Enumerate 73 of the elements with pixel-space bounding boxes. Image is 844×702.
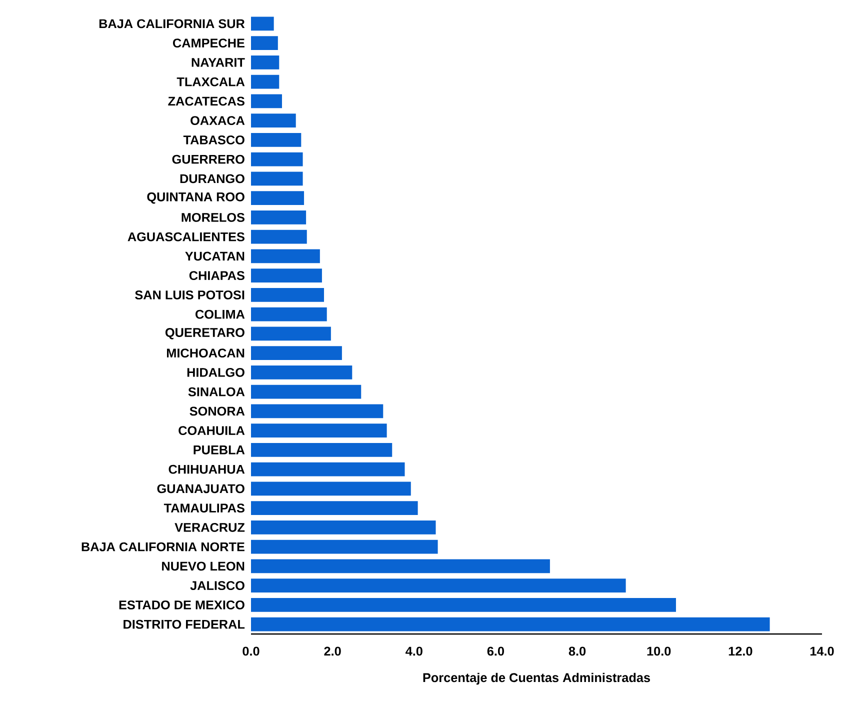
y-tick-label: COLIMA (196, 310, 245, 319)
y-tick-label: MICHOACAN (167, 348, 244, 358)
y-tick-label: NUEVO LEON (162, 562, 244, 571)
y-tick-label: DISTRITO FEDERAL (124, 620, 245, 629)
bar (251, 404, 384, 418)
y-tick-label: HIDALGO (187, 368, 244, 377)
bar (251, 74, 280, 89)
x-axis-title: Porcentaje de Cuentas Administradas (423, 672, 650, 685)
x-tick-label: 10.0 (647, 646, 671, 656)
x-tick-label: 0.0 (242, 646, 260, 656)
bar (251, 230, 307, 244)
y-tick-label: CHIHUAHUA (168, 464, 245, 474)
y-tick-label: AGUASCALIENTES (128, 232, 244, 242)
y-tick-label: YUCATAN (185, 252, 244, 261)
bar (251, 132, 302, 147)
bar (251, 617, 770, 632)
y-tick-label: NAYARIT (192, 58, 245, 67)
x-tick-label: 8.0 (568, 646, 586, 656)
y-tick-label: OAXACA (190, 116, 245, 126)
y-tick-label: MORELOS (182, 212, 244, 222)
bar (251, 598, 676, 612)
bar (251, 288, 324, 302)
bar (251, 249, 320, 264)
bar (251, 384, 362, 399)
y-tick-label: JALISCO (190, 581, 244, 590)
y-tick-label: DURANGO (180, 174, 244, 184)
y-tick-label: QUERETARO (165, 328, 244, 340)
y-tick-label: PUEBLA (194, 446, 245, 454)
bar (251, 152, 303, 166)
bar (251, 442, 392, 457)
y-tick-label: TAMAULIPAS (164, 504, 244, 513)
x-tick-label: 14.0 (810, 646, 834, 656)
y-tick-label: GUERRERO (172, 154, 244, 164)
bar (251, 210, 306, 224)
x-tick-label: 6.0 (487, 646, 504, 656)
y-tick-label: BAJA CALIFORNIA NORTE (82, 542, 244, 552)
bar (251, 307, 327, 322)
bar (251, 172, 303, 186)
bar (251, 559, 550, 574)
y-tick-label: TABASCO (183, 135, 244, 144)
y-tick-label: TLAXCALA (176, 77, 245, 86)
bar (251, 16, 274, 31)
bar (251, 578, 626, 593)
bar (251, 191, 304, 206)
y-tick-label: CAMPECHE (172, 38, 244, 48)
y-tick-label: ZACATECAS (168, 96, 244, 106)
y-tick-label: BAJA CALIFORNIA SUR (99, 19, 245, 28)
y-tick-label: SONORA (190, 406, 245, 416)
y-tick-label: GUANAJUATO (157, 484, 244, 494)
y-tick-label: SAN LUIS POTOSI (135, 290, 244, 300)
bar (251, 520, 436, 534)
bar (251, 326, 331, 341)
bar (251, 462, 405, 476)
bar (251, 36, 278, 50)
y-tick-label: CHIAPAS (189, 271, 244, 280)
bar (251, 501, 418, 516)
bar (251, 114, 296, 128)
bar (251, 365, 352, 380)
x-tick-label: 2.0 (324, 646, 341, 656)
x-tick-label: 12.0 (728, 646, 752, 656)
y-tick-label: ESTADO DE MEXICO (119, 600, 244, 610)
bar (251, 540, 438, 554)
bar (251, 482, 411, 496)
bar (251, 268, 322, 283)
bar (251, 346, 342, 360)
bar (251, 424, 387, 438)
y-tick-label: COAHUILA (178, 426, 245, 436)
y-tick-label: VERACRUZ (174, 522, 245, 532)
bar (251, 55, 280, 70)
x-tick-label: 4.0 (406, 646, 422, 656)
bar (251, 94, 282, 108)
y-tick-label: QUINTANA ROO (147, 192, 244, 204)
y-tick-label: SINALOA (188, 387, 245, 396)
